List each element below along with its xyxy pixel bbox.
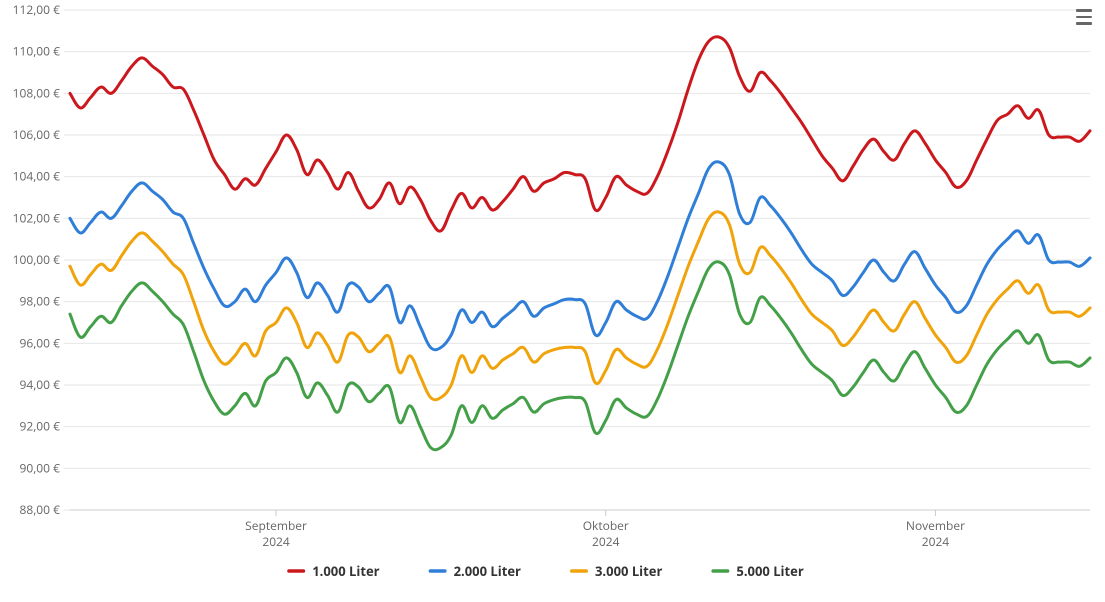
y-tick-label: 110,00 € (13, 43, 61, 60)
series-line (70, 162, 1090, 350)
legend-swatch[interactable] (711, 569, 729, 573)
chart-menu-button[interactable] (1073, 6, 1095, 28)
y-tick-label: 108,00 € (13, 84, 61, 101)
x-tick-sublabel: 2024 (922, 533, 950, 550)
line-chart: 88,00 € 90,00 € 92,00 € 94,00 € 96,00 € 98,00… (0, 0, 1105, 602)
legend-label[interactable]: 1.000 Liter (312, 562, 379, 580)
legend-swatch[interactable] (287, 569, 305, 573)
chart-container: 88,00 € 90,00 € 92,00 € 94,00 € 96,00 € 98,00… (0, 0, 1105, 602)
legend-swatch[interactable] (570, 569, 588, 573)
x-tick-label: November (906, 517, 965, 534)
legend-swatch[interactable] (429, 569, 447, 573)
x-tick-label: Oktober (583, 517, 629, 534)
y-tick-label: 92,00 € (19, 418, 60, 435)
y-tick-label: 100,00 € (13, 251, 61, 268)
y-tick-label: 106,00 € (13, 126, 61, 143)
y-tick-label: 94,00 € (19, 376, 60, 393)
series-line (70, 262, 1090, 450)
y-tick-label: 98,00 € (19, 293, 60, 310)
series-line (70, 37, 1090, 231)
y-tick-label: 102,00 € (13, 209, 61, 226)
y-tick-label: 90,00 € (19, 459, 60, 476)
y-tick-label: 112,00 € (13, 1, 61, 18)
y-tick-label: 88,00 € (19, 501, 60, 518)
legend-label[interactable]: 5.000 Liter (736, 562, 803, 580)
legend-label[interactable]: 3.000 Liter (595, 562, 662, 580)
legend-label[interactable]: 2.000 Liter (454, 562, 521, 580)
x-tick-sublabel: 2024 (592, 533, 620, 550)
y-tick-label: 104,00 € (13, 168, 61, 185)
x-tick-label: September (245, 517, 307, 534)
x-tick-sublabel: 2024 (262, 533, 290, 550)
y-tick-label: 96,00 € (19, 334, 60, 351)
